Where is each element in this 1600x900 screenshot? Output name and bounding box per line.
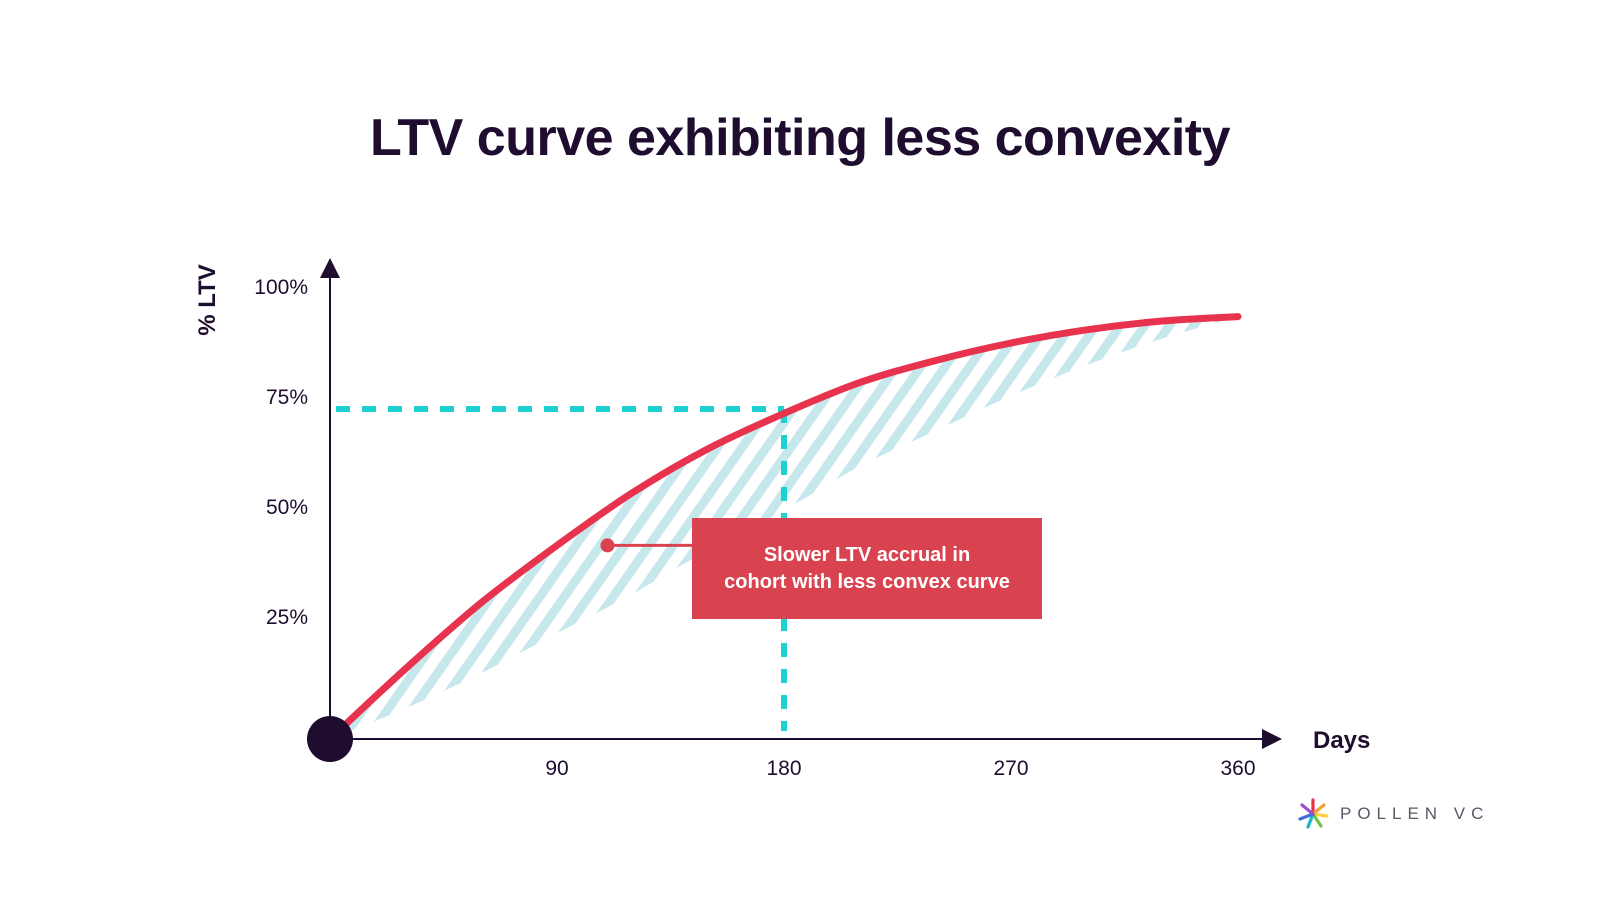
annotation-pointer-dot <box>600 538 615 553</box>
y-tick-label: 75% <box>266 386 308 409</box>
pollen-vc-logo: POLLEN VC <box>1296 797 1489 831</box>
y-tick-label: 100% <box>254 276 308 299</box>
y-tick-label: 25% <box>266 606 308 629</box>
x-tick-label: 90 <box>545 757 568 780</box>
x-tick-label: 270 <box>993 757 1028 780</box>
annotation-line-1: Slower LTV accrual in <box>763 543 971 566</box>
y-tick-label: 50% <box>266 496 308 519</box>
annotation-line-2: cohort with less convex curve <box>724 570 1010 593</box>
x-tick-label: 180 <box>766 757 801 780</box>
ltv-curve-line <box>326 313 1242 743</box>
x-axis-title: Days <box>1313 727 1370 754</box>
annotation-callout: Slower LTV accrual in cohort with less c… <box>692 518 1042 619</box>
origin-point <box>307 716 353 762</box>
hatched-area <box>330 316 1238 739</box>
y-axis-title: % LTV <box>194 264 221 336</box>
logo-text: POLLEN VC <box>1340 804 1490 823</box>
x-tick-label: 360 <box>1220 757 1255 780</box>
pollen-flower-icon <box>1298 798 1329 829</box>
chart-title: LTV curve exhibiting less convexity <box>369 109 1231 167</box>
